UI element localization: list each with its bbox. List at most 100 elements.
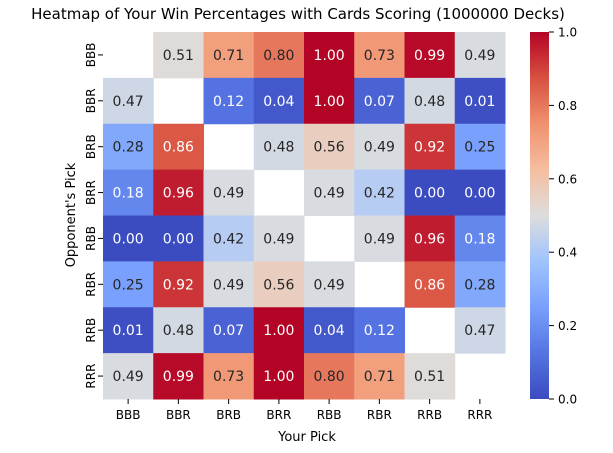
cell-value-label: 0.18 [113,186,144,202]
heatmap-cell [304,123,355,171]
cell-value-label: 0.56 [314,140,345,156]
cell-value-label: 0.47 [464,323,495,339]
heatmap-cell [203,77,255,125]
heatmap-cell [253,261,305,308]
y-axis-ticks: BBB BBR BRB BRR RBB RBR RRB RRR [84,43,103,389]
colorbar-gradient [530,32,549,399]
heatmap-cell [103,307,154,354]
x-axis-label: Your Pick [277,430,336,445]
heatmap-cell [103,123,154,171]
cell-value-label: 0.12 [364,323,395,339]
cell-value-label: 0.12 [213,94,244,110]
cell-value-label: 0.96 [414,231,445,247]
x-tick-label: RRB [417,408,442,422]
cell-value-label: 0.92 [163,277,194,293]
heatmap-cell [354,32,405,79]
heatmap-cell [253,215,305,262]
cell-value-label: 0.48 [263,140,294,156]
cell-value-label: 0.49 [464,48,495,64]
heatmap-cell [454,77,506,125]
heatmap-cell [354,215,405,262]
cell-value-label: 0.99 [414,48,445,64]
heatmap-cell [253,307,305,354]
heatmap-cell [153,261,204,308]
cell-value-label: 0.51 [414,369,445,385]
heatmap-cell [454,307,506,354]
heatmap-cell [354,77,405,125]
heatmap-cell [354,123,405,171]
cell-value-label: 1.00 [263,323,294,339]
cell-value-label: 0.04 [263,94,294,110]
cell-value-label: 0.47 [113,94,144,110]
cell-value-label: 0.00 [113,231,144,247]
cell-value-label: 0.18 [464,231,495,247]
heatmap-cell [153,32,204,79]
x-tick-label: BRR [266,408,291,422]
cell-value-label: 0.48 [163,323,194,339]
chart-title: Heatmap of Your Win Percentages with Car… [31,5,565,23]
cell-value-label: 1.00 [314,48,345,64]
heatmap-cell [203,32,255,79]
colorbar-tick-label: 0.4 [558,246,577,260]
cell-value-label: 0.00 [414,186,445,202]
heatmap-cell [153,353,204,400]
heatmap-cell [153,123,204,171]
cell-value-label: 0.07 [213,323,244,339]
cell-value-label: 0.49 [314,186,345,202]
cell-value-label: 0.71 [213,48,244,64]
heatmap-cell [354,169,405,216]
y-tick-label: BRB [84,134,98,159]
colorbar-tick-label: 1.0 [558,26,577,40]
cell-value-label: 0.07 [364,94,395,110]
cell-value-label: 0.49 [213,277,244,293]
cell-value-label: 0.25 [113,277,144,293]
y-tick-label: RBB [84,226,98,251]
cell-value-label: 0.01 [113,323,144,339]
heatmap-cell [404,123,456,171]
cell-value-label: 0.25 [464,140,495,156]
y-axis-label: Opponent's Pick [64,162,79,267]
y-tick-label: BBB [84,43,98,68]
x-tick-label: BBR [166,408,191,422]
colorbar-tick-label: 0.8 [558,99,577,113]
y-tick-label: BRR [84,180,98,205]
cell-value-label: 0.49 [113,369,144,385]
cell-value-label: 1.00 [263,369,294,385]
heatmap-cell [304,307,355,354]
x-tick-label: BBB [116,408,141,422]
heatmap-cell [153,307,204,354]
heatmap-cell [454,32,506,79]
y-tick-label: RRR [84,364,98,389]
cell-value-label: 0.96 [163,186,194,202]
heatmap-cell [253,353,305,400]
heatmap-cell [404,261,456,308]
cell-value-label: 0.49 [263,231,294,247]
heatmap-cell [454,215,506,262]
cell-value-label: 0.86 [163,140,194,156]
cell-value-label: 0.04 [314,323,345,339]
cell-value-label: 0.48 [414,94,445,110]
heatmap-cell [404,32,456,79]
heatmap-cell [203,169,255,216]
cell-value-label: 0.51 [163,48,194,64]
heatmap-cell [253,32,305,79]
heatmap-cell [103,77,154,125]
heatmap-cell [103,353,154,400]
heatmap-cell [404,353,456,400]
heatmap-cell [103,169,154,216]
heatmap-cell [454,169,506,216]
cell-value-label: 0.01 [464,94,495,110]
cell-value-label: 0.49 [213,186,244,202]
heatmap-cell [253,123,305,171]
heatmap-cell [304,77,355,125]
colorbar-tick-label: 0.6 [558,172,577,186]
cell-value-label: 0.00 [464,186,495,202]
colorbar-tick-label: 0.0 [558,393,577,407]
heatmap-cell [404,169,456,216]
cell-value-label: 0.80 [314,369,345,385]
x-axis-ticks: BBB BBR BRB BRR RBB RBR RRB RRR [116,399,492,422]
cell-value-label: 0.86 [414,277,445,293]
heatmap-cell [153,215,204,262]
heatmap-cell [253,77,305,125]
